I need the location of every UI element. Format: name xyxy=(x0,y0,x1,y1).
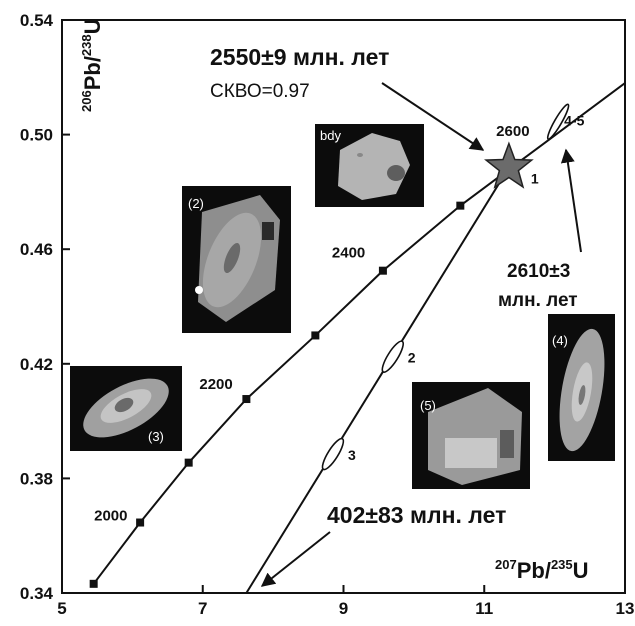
point-1-label: 1 xyxy=(531,171,539,187)
photo-5-label: (5) xyxy=(420,398,436,413)
age-marker xyxy=(456,201,465,210)
x-tick-label: 11 xyxy=(475,599,493,618)
age-label: 2200 xyxy=(199,376,232,393)
lower-intercept-age: 402±83 млн. лет xyxy=(327,502,506,528)
photo-bdy: bdy xyxy=(315,124,424,207)
x-tick-label: 5 xyxy=(57,599,66,618)
photo-2-label: (2) xyxy=(188,196,204,211)
point-3-ellipse xyxy=(321,437,345,471)
photo-3: (3) xyxy=(70,366,182,451)
arrow-concordant-age xyxy=(560,148,582,253)
photo-5: (5) xyxy=(412,382,530,489)
x-tick-label: 13 xyxy=(616,599,635,618)
age-marker xyxy=(311,331,320,340)
y-tick-label: 0.38 xyxy=(20,469,53,488)
photo-3-label: (3) xyxy=(148,429,164,444)
point-1-star xyxy=(484,141,534,189)
point-2-label: 2 xyxy=(408,350,416,366)
y-ticks: 0.34 0.38 0.42 0.46 0.50 0.54 xyxy=(20,11,70,603)
age-marker xyxy=(136,518,145,527)
svg-text:206Pb/238U: 206Pb/238U xyxy=(79,18,105,112)
data-points: 1 2 3 4-5 xyxy=(321,103,585,471)
point-4-5-label: 4-5 xyxy=(564,113,584,129)
x-axis-title: 207Pb/235U xyxy=(495,557,589,583)
x-tick-label: 7 xyxy=(198,599,207,618)
point-3-label: 3 xyxy=(348,447,356,463)
age-label: 2400 xyxy=(332,245,365,262)
y-axis-title: 206Pb/238U xyxy=(79,18,105,112)
discordia-line xyxy=(245,167,510,594)
arrow-lower-age xyxy=(260,531,331,587)
y-tick-label: 0.34 xyxy=(20,584,54,603)
photo-4-label: (4) xyxy=(552,333,568,348)
age-label: 2600 xyxy=(496,123,529,140)
photo-4: (4) xyxy=(548,314,615,461)
y-tick-label: 0.50 xyxy=(20,126,53,145)
photo-2: (2) xyxy=(182,186,291,333)
age-marker xyxy=(378,266,387,275)
y-tick-label: 0.54 xyxy=(20,11,54,30)
age-marker xyxy=(184,458,193,467)
age-marker xyxy=(242,395,251,404)
concordia-age-marks: 2000 2200 2400 2600 xyxy=(89,123,530,588)
point-4-5-ellipse xyxy=(546,103,570,140)
y-tick-label: 0.46 xyxy=(20,240,53,259)
svg-text:207Pb/235U: 207Pb/235U xyxy=(495,557,589,583)
point-2-ellipse xyxy=(381,340,405,373)
concordant-age-line1: 2610±3 xyxy=(507,261,570,282)
y-tick-label: 0.42 xyxy=(20,355,53,374)
concordant-age-line2: млн. лет xyxy=(498,290,578,311)
x-tick-label: 9 xyxy=(339,599,348,618)
concordia-start-marker xyxy=(89,579,98,588)
arrow-upper-age xyxy=(381,82,485,151)
photo-bdy-label: bdy xyxy=(320,128,341,143)
mswd-label: СКВО=0.97 xyxy=(210,81,310,102)
upper-intercept-age: 2550±9 млн. лет xyxy=(210,44,389,70)
age-label: 2000 xyxy=(94,508,127,525)
x-ticks: 5 7 9 11 13 xyxy=(57,585,634,618)
